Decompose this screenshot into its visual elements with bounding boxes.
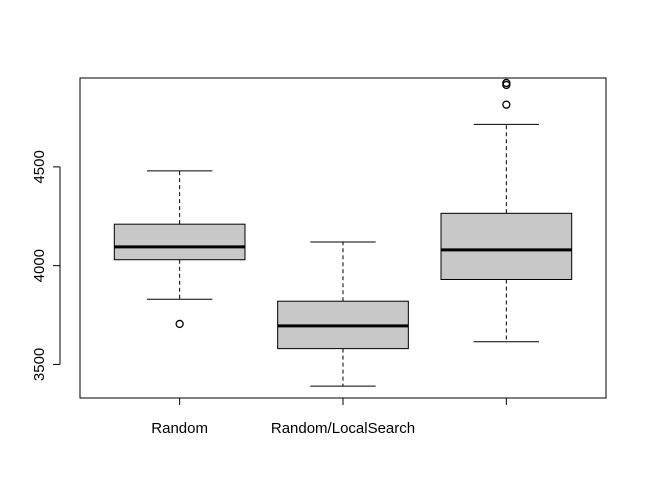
x-tick-label: Random	[151, 420, 208, 437]
boxes-group	[113, 78, 573, 387]
y-tick-label: 4000	[31, 249, 48, 282]
box-group	[113, 170, 246, 329]
x-axis: Random Random/LocalSearch	[151, 397, 507, 437]
outlier-point	[502, 78, 511, 88]
y-axis: 3500 4000 4500	[31, 150, 61, 381]
iqr-box	[440, 212, 573, 280]
x-tick-label: Random/LocalSearch	[271, 420, 415, 437]
box-group	[440, 78, 573, 343]
y-tick-label: 4500	[31, 150, 48, 183]
iqr-box	[113, 223, 246, 261]
outlier-point	[502, 100, 511, 109]
box-group	[277, 241, 409, 387]
outlier-point	[175, 319, 184, 329]
y-tick-label: 3500	[31, 348, 48, 381]
